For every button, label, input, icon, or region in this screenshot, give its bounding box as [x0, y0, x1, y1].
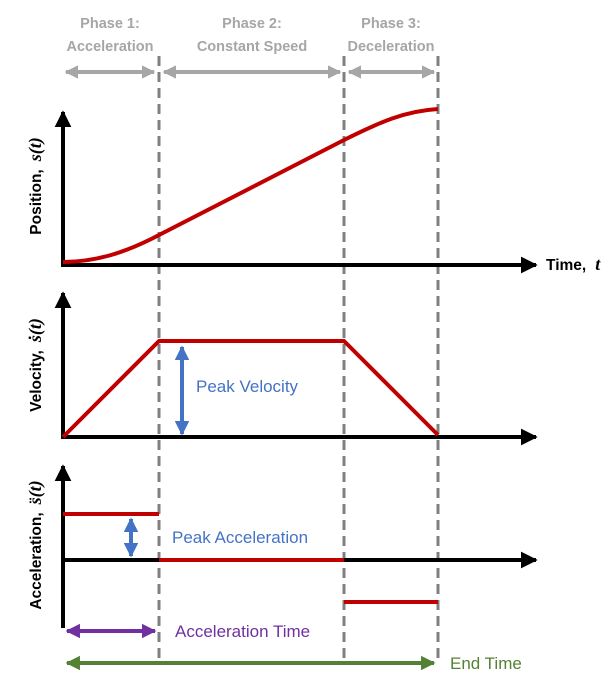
time-axis-symbol: t — [595, 254, 601, 274]
phase-2-title: Phase 2: — [222, 16, 282, 32]
position-axis-word: Position, — [28, 169, 45, 234]
phase-1-subtitle: Acceleration — [66, 39, 153, 55]
acceleration-time-label: Acceleration Time — [175, 622, 310, 641]
position-axis-symbol: s(t) — [25, 137, 46, 162]
acceleration-axis-word: Acceleration, — [28, 512, 45, 609]
time-axis-label: Time, t — [546, 254, 601, 274]
end-time-label: End Time — [450, 654, 522, 673]
phase-3-subtitle: Deceleration — [347, 39, 434, 55]
acceleration-axis-symbol: s̈(t) — [25, 480, 46, 505]
position-curve — [62, 107, 439, 264]
peak-velocity-label: Peak Velocity — [196, 377, 299, 396]
time-axis-word: Time, — [546, 257, 586, 274]
phase-1-title: Phase 1: — [80, 16, 140, 32]
acceleration-axis-label: Acceleration, s̈(t) — [25, 480, 46, 609]
peak-acceleration-label: Peak Acceleration — [172, 528, 308, 547]
velocity-axis-label: Velocity, ṡ(t) — [25, 318, 46, 412]
velocity-curve — [61, 339, 440, 439]
phase-2-subtitle: Constant Speed — [197, 39, 307, 55]
position-axis-label: Position, s(t) — [25, 137, 46, 234]
velocity-axis-word: Velocity, — [28, 350, 45, 412]
velocity-axis-symbol: ṡ(t) — [25, 318, 46, 343]
phase-3-title: Phase 3: — [361, 16, 421, 32]
